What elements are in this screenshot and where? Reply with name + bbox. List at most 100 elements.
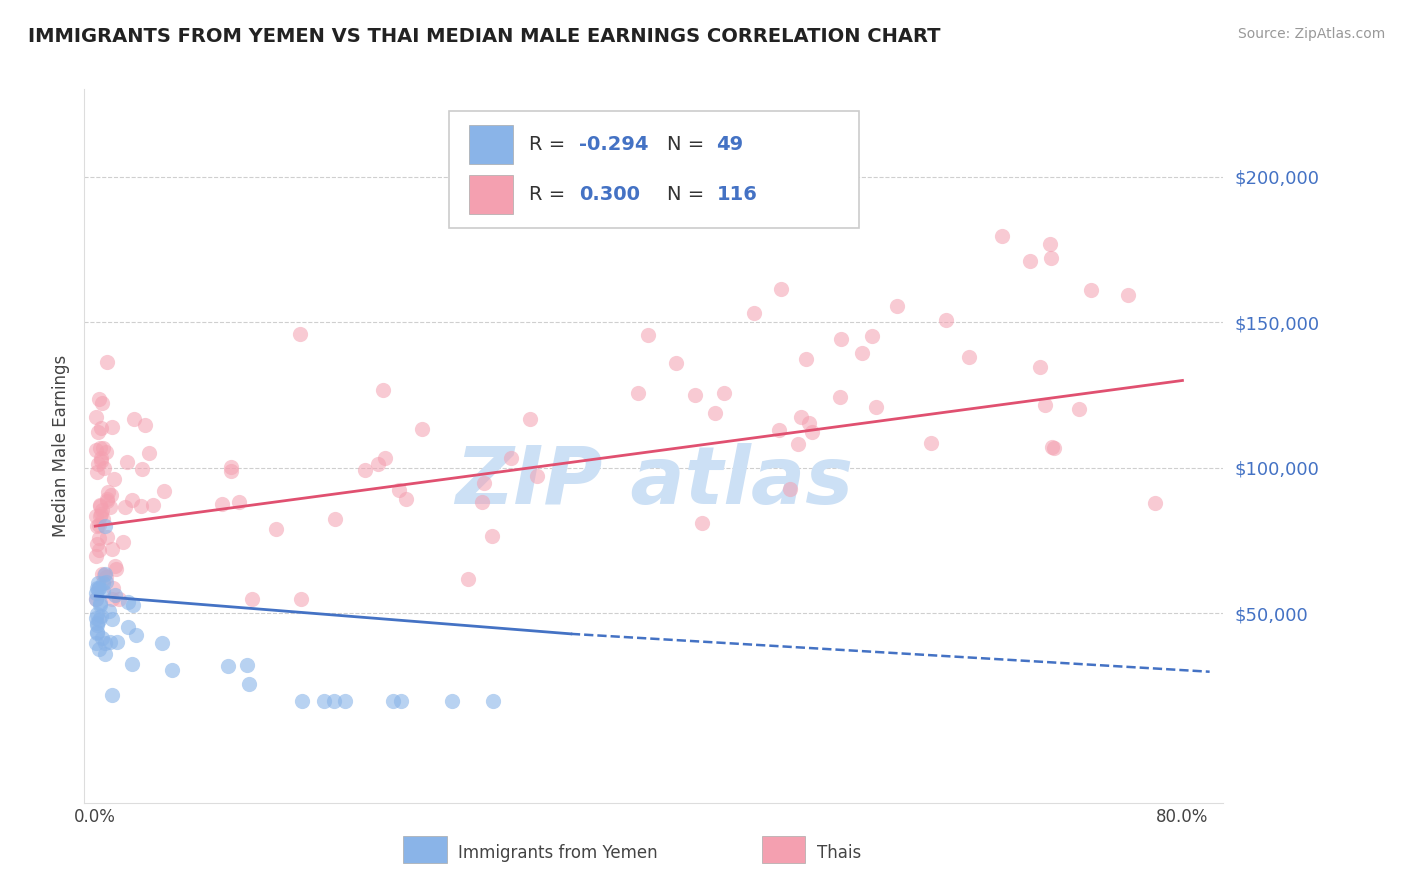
Point [150, 636, 173, 650]
Point [865, 400, 887, 414]
Point [84, 549, 107, 563]
Text: -0.294: -0.294 [579, 136, 648, 154]
Point [91, 584, 114, 599]
Point [121, 657, 143, 672]
Point [860, 329, 883, 343]
Point [94, 519, 117, 533]
Point [86, 582, 108, 596]
Point [471, 495, 494, 509]
Point [98, 634, 121, 648]
Point [104, 559, 127, 574]
Text: N =: N = [668, 136, 711, 154]
Point [481, 528, 503, 542]
Point [499, 450, 522, 465]
Point [768, 423, 790, 437]
Point [84, 636, 107, 650]
Point [94, 566, 117, 581]
Bar [470, 175, 513, 214]
Point [84, 611, 107, 625]
FancyBboxPatch shape [449, 111, 859, 228]
Point [685, 388, 707, 402]
Point [117, 455, 139, 469]
Point [89, 442, 111, 456]
Point [323, 694, 346, 708]
Point [96, 491, 118, 506]
Point [704, 406, 727, 420]
Point [86, 519, 108, 533]
Point [93, 568, 115, 582]
Point [797, 416, 820, 430]
Point [87, 581, 110, 595]
Point [787, 437, 810, 451]
Point [1040, 440, 1063, 454]
Point [89, 509, 111, 524]
Point [90, 608, 112, 623]
Point [89, 517, 111, 532]
Point [90, 421, 112, 435]
Point [240, 591, 263, 606]
Point [228, 495, 250, 509]
Point [96, 445, 118, 459]
Point [801, 425, 824, 439]
Point [117, 595, 139, 609]
Point [97, 604, 120, 618]
Point [440, 694, 463, 708]
Point [235, 658, 257, 673]
Point [87, 582, 110, 597]
Point [86, 537, 108, 551]
Point [86, 465, 108, 479]
Point [98, 500, 121, 514]
Text: R =: R = [529, 186, 571, 204]
Point [90, 396, 112, 410]
Point [87, 425, 110, 439]
Text: ZIP atlas: ZIP atlas [454, 442, 853, 521]
Point [84, 591, 107, 606]
Point [104, 588, 127, 602]
Point [482, 694, 505, 708]
Bar [762, 837, 806, 863]
Point [84, 585, 107, 599]
Point [103, 472, 125, 486]
Point [100, 488, 122, 502]
Y-axis label: Median Male Earnings: Median Male Earnings [52, 355, 70, 537]
Point [89, 598, 111, 612]
Point [90, 451, 112, 466]
Point [367, 457, 389, 471]
Point [89, 642, 111, 657]
Point [935, 312, 957, 326]
Point [89, 499, 111, 513]
Point [114, 500, 136, 515]
Text: R =: R = [529, 136, 571, 154]
Point [388, 483, 411, 497]
Point [142, 498, 165, 512]
Point [84, 508, 107, 523]
Bar [404, 837, 447, 863]
Point [103, 582, 125, 596]
Point [94, 635, 117, 649]
Point [371, 383, 394, 397]
Point [105, 635, 128, 649]
Point [335, 694, 357, 708]
Point [238, 676, 260, 690]
Text: 49: 49 [717, 136, 744, 154]
Point [519, 412, 541, 426]
Point [90, 632, 112, 646]
Point [288, 326, 311, 341]
Point [219, 464, 242, 478]
Point [87, 457, 110, 471]
Point [86, 615, 108, 630]
Point [789, 409, 811, 424]
Point [713, 386, 735, 401]
Point [94, 648, 117, 662]
Point [100, 591, 122, 606]
Point [86, 625, 108, 640]
Point [125, 628, 148, 642]
Point [107, 591, 129, 606]
Point [96, 493, 118, 508]
Point [290, 591, 312, 606]
Point [1039, 251, 1062, 265]
Point [1033, 398, 1056, 412]
Point [91, 503, 114, 517]
Point [1116, 287, 1139, 301]
Point [86, 625, 108, 640]
